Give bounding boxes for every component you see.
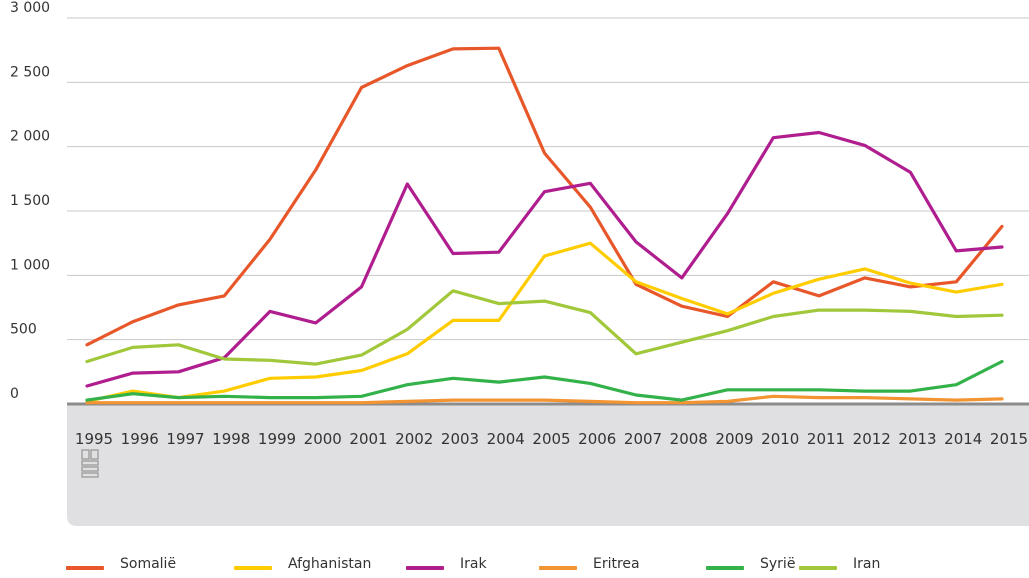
x-tick-label: 2002 xyxy=(395,430,433,448)
x-tick-label: 1995 xyxy=(75,430,113,448)
x-tick-label: 2010 xyxy=(761,430,799,448)
x-tick-label: 1999 xyxy=(258,430,296,448)
legend-swatch xyxy=(706,566,744,570)
x-tick-label: 1998 xyxy=(212,430,250,448)
legend-swatch xyxy=(234,566,272,570)
x-tick-label: 2004 xyxy=(487,430,525,448)
series-line-irak xyxy=(85,130,1004,388)
x-tick-label: 2015 xyxy=(990,430,1028,448)
x-tick-label: 1996 xyxy=(121,430,159,448)
legend-label: Somalië xyxy=(120,556,177,572)
x-tick-label: 2012 xyxy=(853,430,891,448)
x-tick-label: 2007 xyxy=(624,430,662,448)
legend-label: Iran xyxy=(853,556,881,572)
x-tick-label: 2001 xyxy=(349,430,387,448)
x-tick-label: 2003 xyxy=(441,430,479,448)
y-tick-label: 1 000 xyxy=(10,257,50,273)
series-line-somali- xyxy=(85,46,1004,347)
legend-label: Afghanistan xyxy=(288,556,372,572)
x-tick-label: 2011 xyxy=(807,430,845,448)
x-tick-label: 2006 xyxy=(578,430,616,448)
x-tick-label: 2005 xyxy=(532,430,570,448)
series-line-eritrea xyxy=(85,394,1004,405)
x-tick-label: 2008 xyxy=(670,430,708,448)
legend-label: Irak xyxy=(460,556,487,572)
legend-swatch xyxy=(66,566,104,570)
series-line-syri- xyxy=(85,359,1004,402)
x-axis-ticks: 1995 1996 1997 1998 1999 2000 2001 2002 2003 2004… xyxy=(75,430,1028,448)
legend-swatch xyxy=(406,566,444,570)
y-tick-label: 2 500 xyxy=(10,64,50,80)
legend-label: Eritrea xyxy=(593,556,640,572)
y-tick-label: 0 xyxy=(10,386,19,402)
cbs-logo-icon xyxy=(81,449,99,478)
y-tick-label: 500 xyxy=(10,322,37,338)
y-tick-label: 2 000 xyxy=(10,129,50,145)
legend-swatch xyxy=(799,566,837,570)
y-axis-ticks: 0 500 1 000 1 500 2 000 2 500 3 000 xyxy=(10,0,50,402)
series-lines xyxy=(85,46,1004,405)
legend-swatch xyxy=(539,566,577,570)
x-axis-panel xyxy=(67,403,1029,526)
series-line-iran xyxy=(85,289,1004,366)
x-tick-label: 2000 xyxy=(304,430,342,448)
gridlines xyxy=(67,17,1029,341)
x-tick-label: 2014 xyxy=(944,430,982,448)
x-tick-label: 2009 xyxy=(715,430,753,448)
x-tick-label: 1997 xyxy=(166,430,204,448)
legend-label: Syrië xyxy=(760,556,796,572)
x-tick-label: 2013 xyxy=(898,430,936,448)
y-tick-label: 1 500 xyxy=(10,193,50,209)
series-line-afghanistan xyxy=(85,241,1004,403)
y-tick-label: 3 000 xyxy=(10,0,50,16)
